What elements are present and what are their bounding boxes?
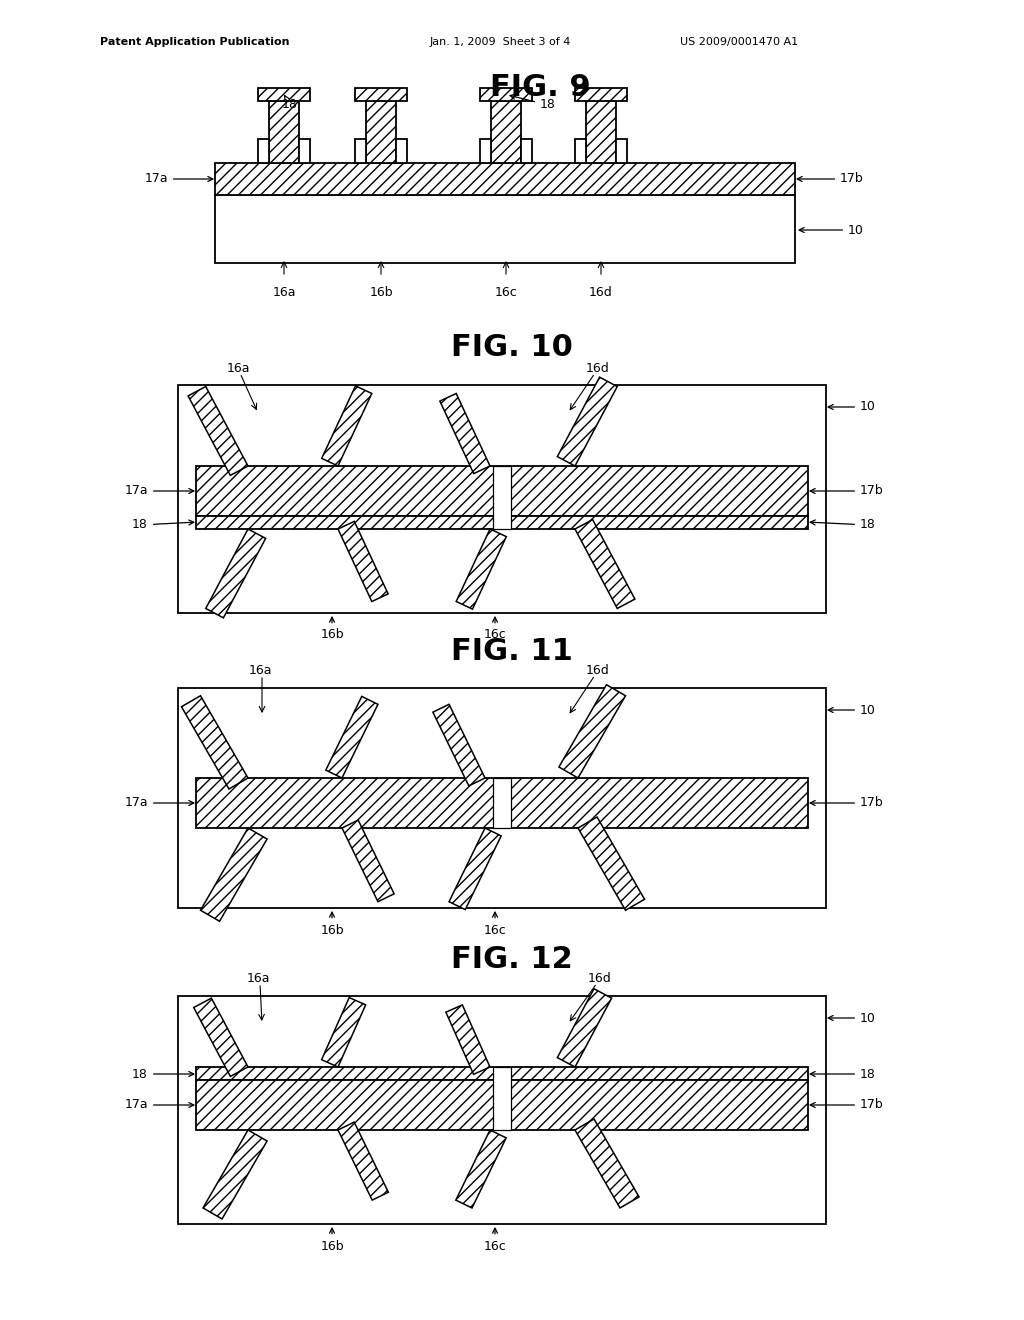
- Polygon shape: [201, 828, 267, 921]
- Text: 10: 10: [828, 1011, 876, 1024]
- Text: 10: 10: [799, 223, 864, 236]
- Bar: [215, 195, 795, 263]
- Text: 18: 18: [810, 519, 876, 532]
- Text: 17b: 17b: [810, 484, 884, 498]
- Bar: [258, 88, 310, 102]
- Text: 17b: 17b: [810, 796, 884, 809]
- Text: 16b: 16b: [321, 912, 344, 936]
- Text: 10: 10: [828, 704, 876, 717]
- Polygon shape: [338, 521, 388, 602]
- Bar: [493, 1067, 511, 1130]
- Polygon shape: [322, 998, 366, 1067]
- Text: 16c: 16c: [483, 1228, 507, 1253]
- Bar: [575, 88, 627, 102]
- Bar: [396, 139, 407, 162]
- Polygon shape: [557, 989, 611, 1067]
- Text: 17b: 17b: [810, 1098, 884, 1111]
- Bar: [258, 139, 269, 162]
- Polygon shape: [188, 387, 248, 475]
- Text: 18: 18: [282, 95, 298, 111]
- Bar: [196, 1080, 808, 1130]
- Polygon shape: [578, 817, 644, 911]
- Text: US 2009/0001470 A1: US 2009/0001470 A1: [680, 37, 798, 48]
- Text: 17b: 17b: [797, 173, 864, 186]
- Bar: [196, 466, 808, 516]
- Polygon shape: [338, 1122, 388, 1200]
- Text: 16d: 16d: [586, 362, 610, 375]
- Text: 18: 18: [132, 1068, 194, 1081]
- Bar: [366, 102, 396, 162]
- Text: 18: 18: [132, 519, 194, 532]
- Text: FIG. 12: FIG. 12: [452, 945, 572, 974]
- Text: 16a: 16a: [248, 664, 271, 676]
- Polygon shape: [440, 393, 490, 474]
- Polygon shape: [326, 697, 378, 777]
- Bar: [196, 516, 808, 529]
- Text: 16a: 16a: [246, 972, 269, 985]
- Text: FIG. 10: FIG. 10: [451, 334, 573, 363]
- Text: 17a: 17a: [124, 1098, 194, 1111]
- Polygon shape: [456, 529, 506, 609]
- Polygon shape: [203, 1130, 267, 1218]
- Bar: [178, 997, 826, 1224]
- Polygon shape: [559, 685, 626, 777]
- Polygon shape: [194, 998, 248, 1076]
- Bar: [493, 466, 511, 529]
- Polygon shape: [575, 1119, 639, 1208]
- Bar: [480, 88, 532, 102]
- Text: 16a: 16a: [272, 286, 296, 300]
- Polygon shape: [575, 520, 635, 609]
- Polygon shape: [342, 820, 394, 902]
- Polygon shape: [433, 705, 485, 785]
- Text: 16d: 16d: [586, 664, 610, 676]
- Bar: [355, 88, 407, 102]
- Text: Jan. 1, 2009  Sheet 3 of 4: Jan. 1, 2009 Sheet 3 of 4: [430, 37, 571, 48]
- Text: 16a: 16a: [226, 362, 250, 375]
- Polygon shape: [557, 378, 617, 466]
- Text: 16c: 16c: [483, 618, 507, 642]
- Text: Patent Application Publication: Patent Application Publication: [100, 37, 290, 48]
- Polygon shape: [445, 1005, 490, 1074]
- Text: 16d: 16d: [589, 286, 613, 300]
- Bar: [493, 777, 511, 828]
- Bar: [215, 162, 795, 195]
- Bar: [521, 139, 532, 162]
- Text: 17a: 17a: [144, 173, 213, 186]
- Text: 16c: 16c: [483, 912, 507, 936]
- Text: 18: 18: [810, 1068, 876, 1081]
- Bar: [480, 139, 490, 162]
- Bar: [616, 139, 627, 162]
- Bar: [196, 1067, 808, 1080]
- Text: 17a: 17a: [124, 484, 194, 498]
- Text: 16b: 16b: [370, 286, 393, 300]
- Bar: [586, 102, 616, 162]
- Bar: [178, 385, 826, 612]
- Bar: [196, 777, 808, 828]
- Bar: [269, 102, 299, 162]
- Polygon shape: [322, 385, 372, 466]
- Bar: [355, 139, 366, 162]
- Bar: [575, 139, 586, 162]
- Polygon shape: [181, 696, 248, 789]
- Text: 17a: 17a: [124, 796, 194, 809]
- Polygon shape: [206, 529, 265, 618]
- Text: FIG. 11: FIG. 11: [451, 638, 573, 667]
- Bar: [178, 688, 826, 908]
- Text: 16c: 16c: [495, 286, 517, 300]
- Text: 16d: 16d: [588, 972, 612, 985]
- Bar: [299, 139, 310, 162]
- Text: 18: 18: [510, 94, 556, 111]
- Text: 16b: 16b: [321, 618, 344, 642]
- Bar: [490, 102, 521, 162]
- Text: FIG. 9: FIG. 9: [489, 74, 591, 103]
- Polygon shape: [456, 1130, 506, 1208]
- Text: 10: 10: [828, 400, 876, 413]
- Polygon shape: [450, 828, 501, 909]
- Text: 16b: 16b: [321, 1228, 344, 1253]
